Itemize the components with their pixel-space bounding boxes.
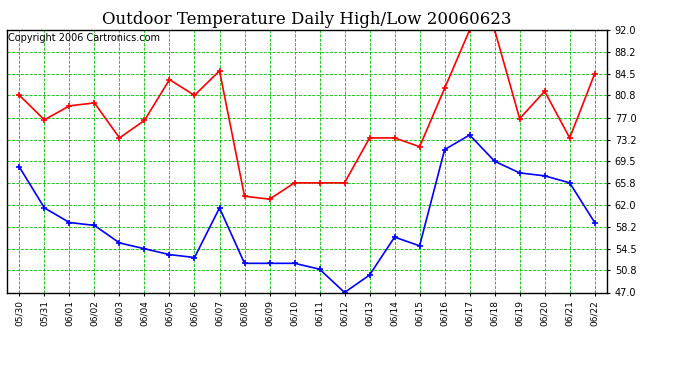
Title: Outdoor Temperature Daily High/Low 20060623: Outdoor Temperature Daily High/Low 20060… bbox=[102, 12, 512, 28]
Text: Copyright 2006 Cartronics.com: Copyright 2006 Cartronics.com bbox=[8, 33, 160, 43]
